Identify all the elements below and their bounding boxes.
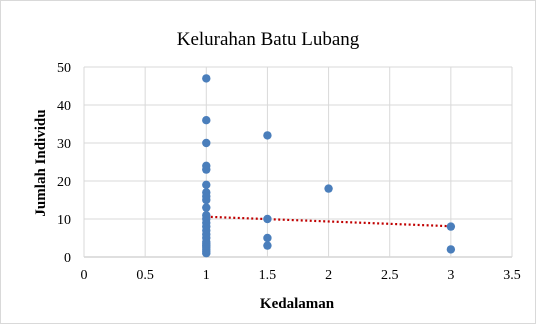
data-point xyxy=(446,222,456,231)
data-point xyxy=(263,131,272,140)
x-tick-labels: 0 0.5 1 1.5 2 2.5 3 3.5 xyxy=(81,268,521,283)
y-tick-labels: 0 10 20 30 40 50 xyxy=(57,61,71,266)
x-tick-label: 3 xyxy=(447,268,454,283)
y-tick-label: 40 xyxy=(57,99,71,114)
data-point xyxy=(202,203,211,212)
data-points xyxy=(202,74,456,258)
data-point xyxy=(263,214,272,224)
y-tick-label: 50 xyxy=(57,61,71,76)
x-tick-label: 3.5 xyxy=(503,268,521,283)
data-point xyxy=(324,184,333,193)
y-axis-title: Jumlah Individu xyxy=(33,109,49,216)
data-point xyxy=(202,116,211,125)
y-tick-label: 20 xyxy=(57,175,71,190)
x-tick-label: 1.5 xyxy=(259,268,277,283)
x-tick-label: 0.5 xyxy=(136,268,154,283)
data-point xyxy=(202,74,211,83)
y-tick-label: 10 xyxy=(57,213,71,228)
y-tick-label: 0 xyxy=(64,251,71,266)
data-point xyxy=(202,180,211,189)
data-point xyxy=(263,241,272,250)
y-tick-label: 30 xyxy=(57,137,71,152)
data-point xyxy=(202,249,211,258)
chart-title: Kelurahan Batu Lubang xyxy=(177,29,360,50)
gridlines xyxy=(83,66,513,258)
x-tick-label: 1 xyxy=(203,268,210,283)
data-point xyxy=(202,195,211,205)
data-point xyxy=(446,245,456,254)
data-point xyxy=(202,165,211,174)
trendline xyxy=(206,215,451,228)
x-tick-label: 0 xyxy=(81,268,88,283)
data-point xyxy=(263,233,272,243)
x-tick-label: 2 xyxy=(325,268,332,283)
trendline-layer xyxy=(206,215,451,228)
x-tick-label: 2.5 xyxy=(381,268,399,283)
data-point xyxy=(202,138,211,148)
x-axis-title: Kedalaman xyxy=(260,296,335,312)
